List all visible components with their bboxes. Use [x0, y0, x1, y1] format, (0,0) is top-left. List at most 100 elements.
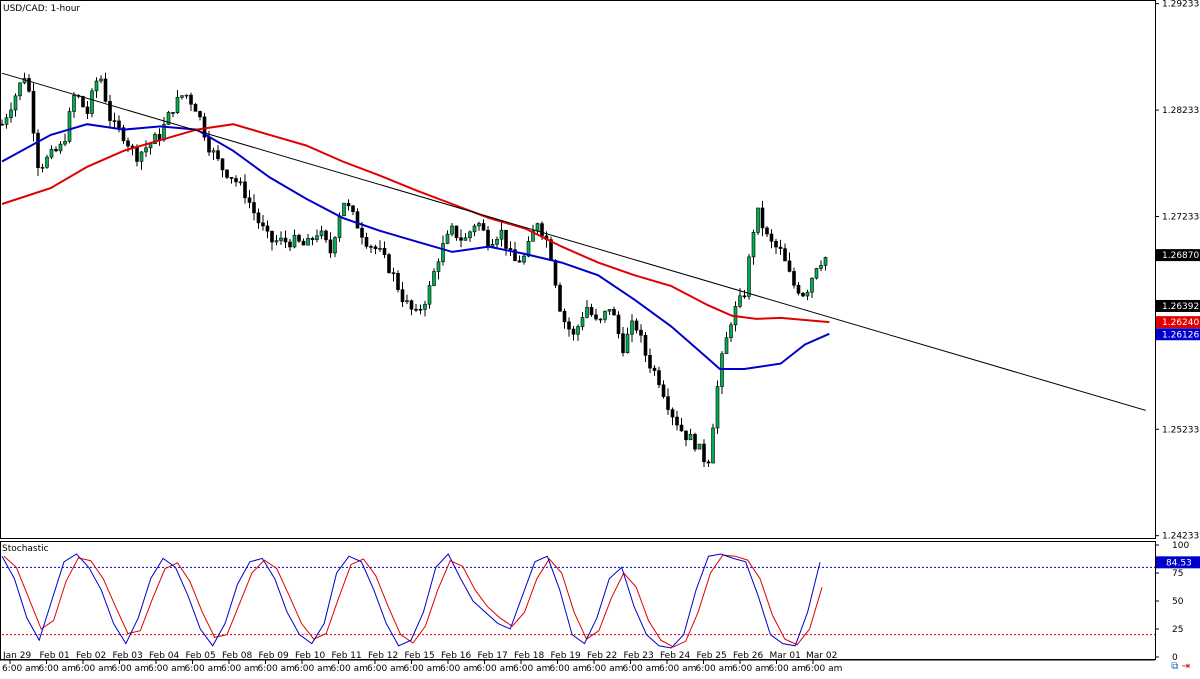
candle	[252, 194, 256, 221]
candle-body	[535, 223, 540, 232]
candle-body	[423, 303, 427, 310]
time-axis-date-label: Feb 05	[186, 651, 216, 661]
candle-body	[630, 320, 634, 335]
candle-body	[193, 103, 198, 112]
time-axis-time-label: 6:00 am	[550, 664, 587, 674]
price-panel[interactable]: USD/CAD: 1-hour	[0, 0, 1156, 539]
candle	[13, 93, 18, 117]
candle-body	[688, 434, 693, 441]
candle	[225, 169, 229, 179]
candle-body	[477, 223, 481, 227]
candle	[4, 113, 9, 129]
candle	[315, 229, 319, 243]
candle	[288, 238, 292, 251]
candle-body	[189, 94, 193, 105]
candle	[31, 83, 36, 142]
arrow-right-icon[interactable]: ⇥	[1181, 661, 1190, 672]
candle-body	[625, 333, 630, 354]
candle	[270, 230, 274, 251]
candle-body	[517, 260, 522, 263]
moving-average-red	[1, 123, 830, 324]
candle-body	[693, 434, 697, 450]
candle-body	[738, 295, 742, 307]
candle	[747, 253, 751, 300]
candle-body	[810, 277, 814, 293]
indicator-title: Stochastic	[2, 544, 49, 554]
price-tag-box	[1156, 328, 1200, 341]
candle-body	[238, 181, 243, 184]
candle	[274, 235, 279, 246]
candle-body	[684, 430, 688, 441]
candle-body	[823, 257, 828, 266]
candle-body	[108, 101, 112, 121]
candle	[661, 380, 666, 399]
candle	[346, 199, 351, 211]
candle-body	[499, 229, 504, 240]
candle	[580, 312, 585, 331]
candle-body	[814, 268, 819, 279]
candle	[67, 107, 72, 144]
candle-body	[252, 202, 256, 214]
time-axis-date-label: Feb 15	[405, 651, 435, 661]
time-axis-time-label: 6:00 am	[185, 664, 222, 674]
time-axis-date-label: Feb 02	[76, 651, 106, 661]
time-axis-time-label: 6:00 am	[513, 664, 550, 674]
candle	[576, 324, 580, 341]
candle	[297, 233, 301, 243]
candle	[324, 229, 328, 243]
link-icon[interactable]: ⧉	[1171, 661, 1179, 672]
price-tag: 1.26392	[1156, 299, 1200, 312]
candle-body	[558, 284, 562, 312]
candle	[783, 243, 787, 262]
candle-body	[819, 265, 823, 269]
candle	[144, 140, 148, 157]
candle	[477, 221, 481, 231]
stochastic-axis-label: 75	[1172, 569, 1183, 579]
candle-body	[715, 386, 720, 429]
candle	[90, 88, 94, 118]
candle-body	[328, 239, 333, 254]
time-axis-date-label: Feb 22	[587, 651, 617, 661]
candle-body	[346, 202, 351, 207]
candle-body	[94, 80, 99, 92]
candle	[670, 407, 675, 426]
candle-body	[639, 329, 643, 336]
candle	[796, 282, 801, 296]
candle-body	[166, 112, 171, 125]
time-axis-time-label: 6:00 am	[404, 664, 441, 674]
time-axis-date-label: Mar 01	[770, 651, 801, 661]
stochastic-panel[interactable]: Stochastic	[0, 541, 1156, 660]
candle	[229, 177, 234, 184]
candle-body	[171, 112, 175, 114]
candle-body	[4, 117, 9, 125]
candle	[423, 300, 427, 317]
candle	[454, 225, 459, 241]
candle	[666, 388, 670, 415]
candle-body	[612, 309, 616, 316]
candle-body	[382, 247, 387, 255]
candle-body	[481, 223, 486, 231]
candle-body	[13, 95, 18, 111]
candle-body	[40, 166, 45, 169]
candle-body	[297, 234, 301, 242]
candle	[643, 332, 648, 363]
candle	[198, 110, 202, 121]
candle-body	[139, 151, 144, 162]
candle-body	[229, 177, 234, 179]
time-axis-date-label: Mar 02	[806, 651, 837, 661]
candle	[585, 299, 589, 319]
candle-body	[135, 146, 139, 162]
candle-body	[301, 240, 306, 246]
candle	[639, 324, 643, 343]
candle	[810, 277, 814, 299]
candle	[351, 204, 355, 216]
candle-body	[783, 248, 787, 262]
candle	[81, 95, 85, 108]
candle-body	[351, 205, 355, 212]
candle	[616, 311, 621, 339]
candle	[697, 443, 702, 450]
candle-body	[270, 230, 274, 243]
candle-body	[0, 123, 4, 126]
candle-body	[103, 78, 108, 102]
